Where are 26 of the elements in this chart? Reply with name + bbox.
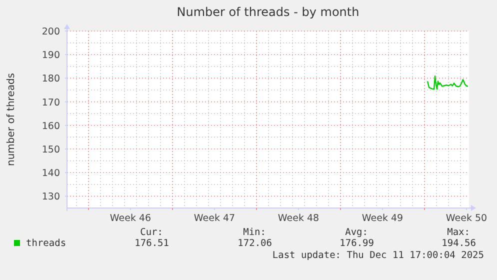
text: Cur: [140, 227, 163, 238]
legend-label: threads [26, 238, 66, 249]
text: Avg: [345, 227, 368, 238]
y-tick-label: 140 [42, 168, 60, 180]
x-tick-label: Week 49 [362, 213, 404, 224]
text: Min: [243, 227, 266, 238]
y-axis-title: number of threads [6, 72, 17, 166]
y-tick-label: 180 [42, 74, 60, 85]
text: Last update: Thu Dec 11 17:00:04 2025 [272, 250, 484, 261]
text: 194.56 [442, 238, 476, 249]
chart-title: Number of threads - by month [176, 5, 360, 19]
text: 172.06 [238, 238, 272, 249]
y-tick-label: 200 [42, 26, 60, 38]
y-tick-label: 160 [42, 120, 60, 132]
text: 176.99 [340, 238, 374, 249]
x-tick-label: Week 50 [446, 213, 488, 224]
text: 176.51 [134, 238, 170, 249]
text: Max: [447, 227, 470, 238]
y-tick-label: 190 [42, 50, 60, 62]
x-tick-label: Week 48 [278, 213, 320, 224]
line-series [426, 75, 469, 90]
y-tick-label: 170 [42, 97, 60, 108]
x-tick-label: Week 47 [194, 213, 236, 224]
x-tick-label: Week 46 [110, 213, 152, 224]
y-tick-label: 150 [42, 144, 60, 156]
y-tick-label: 130 [42, 192, 60, 203]
